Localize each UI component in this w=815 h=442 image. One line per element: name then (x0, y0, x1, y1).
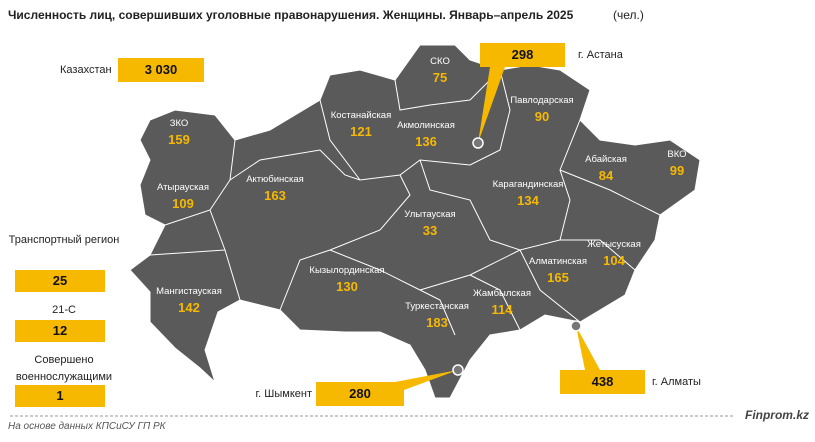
source: На основе данных КПСиСУ ГП РК (8, 421, 166, 432)
city-dot (570, 320, 582, 332)
region-value: 134 (517, 193, 539, 208)
region-name: Улытауская (404, 209, 456, 220)
region-name: Жетысуская (587, 239, 641, 250)
region-value: 136 (415, 134, 437, 149)
region-name: Алматинская (529, 256, 587, 267)
region-value: 90 (534, 109, 550, 124)
region-name: Карагандинская (492, 179, 564, 190)
side-value: 12 (15, 320, 105, 342)
region-borders (149, 69, 661, 336)
title: Численность лиц, совершивших уголовные п… (8, 8, 574, 22)
region-value: 99 (669, 163, 685, 178)
city-value: 438 (560, 370, 645, 394)
city-pointer (478, 67, 505, 143)
region-name: СКО (430, 56, 450, 67)
region-name: ЗКО (169, 118, 189, 129)
unit: (чел.) (613, 8, 644, 22)
region-name: Мангистауская (156, 286, 222, 297)
city-label: г. Астана (578, 49, 623, 61)
region-name: Кызылординская (309, 265, 385, 276)
side-label: 21-С (52, 304, 76, 316)
region-value: 104 (603, 253, 625, 268)
side-value: 1 (15, 385, 105, 407)
region-name: ВКО (667, 149, 687, 160)
region-value: 183 (426, 315, 448, 330)
city-dot (472, 137, 484, 149)
region-value: 121 (350, 124, 372, 139)
city-value: 298 (480, 43, 565, 67)
brand: Finprom.kz (744, 408, 809, 422)
region-value: 159 (168, 132, 190, 147)
region-value: 84 (598, 168, 614, 183)
region-name: Абайская (585, 154, 627, 165)
region-value: 114 (491, 302, 513, 317)
region-value: 163 (264, 188, 286, 203)
region-value: 142 (178, 300, 200, 315)
total-label: Казахстан (60, 64, 112, 76)
region-value: 109 (172, 196, 194, 211)
region-value: 75 (432, 70, 448, 85)
city-dot (452, 364, 464, 376)
city-pointer (576, 326, 600, 370)
region-value: 165 (547, 270, 569, 285)
region-name: Акмолинская (397, 120, 455, 131)
city-pointer (395, 370, 458, 390)
region-name: Туркестанская (405, 301, 469, 312)
side-value: 25 (15, 270, 105, 292)
side-label: Транспортный регион (8, 234, 120, 246)
region-name: Костанайская (330, 110, 392, 121)
side-label: Совершено военнослужащими (15, 354, 113, 383)
country-shape (129, 44, 701, 399)
city-label: г. Алматы (652, 376, 701, 388)
total-value: 3 030 (118, 58, 204, 82)
city-value: 280 (316, 382, 404, 406)
region-name: Павлодарская (510, 95, 574, 106)
region-name: Жамбылская (473, 288, 531, 299)
region-value: 130 (336, 279, 358, 294)
city-label: г. Шымкент (255, 388, 313, 400)
region-value: 33 (422, 223, 438, 238)
region-name: Актюбинская (246, 174, 304, 185)
region-name: Атырауская (157, 182, 209, 193)
